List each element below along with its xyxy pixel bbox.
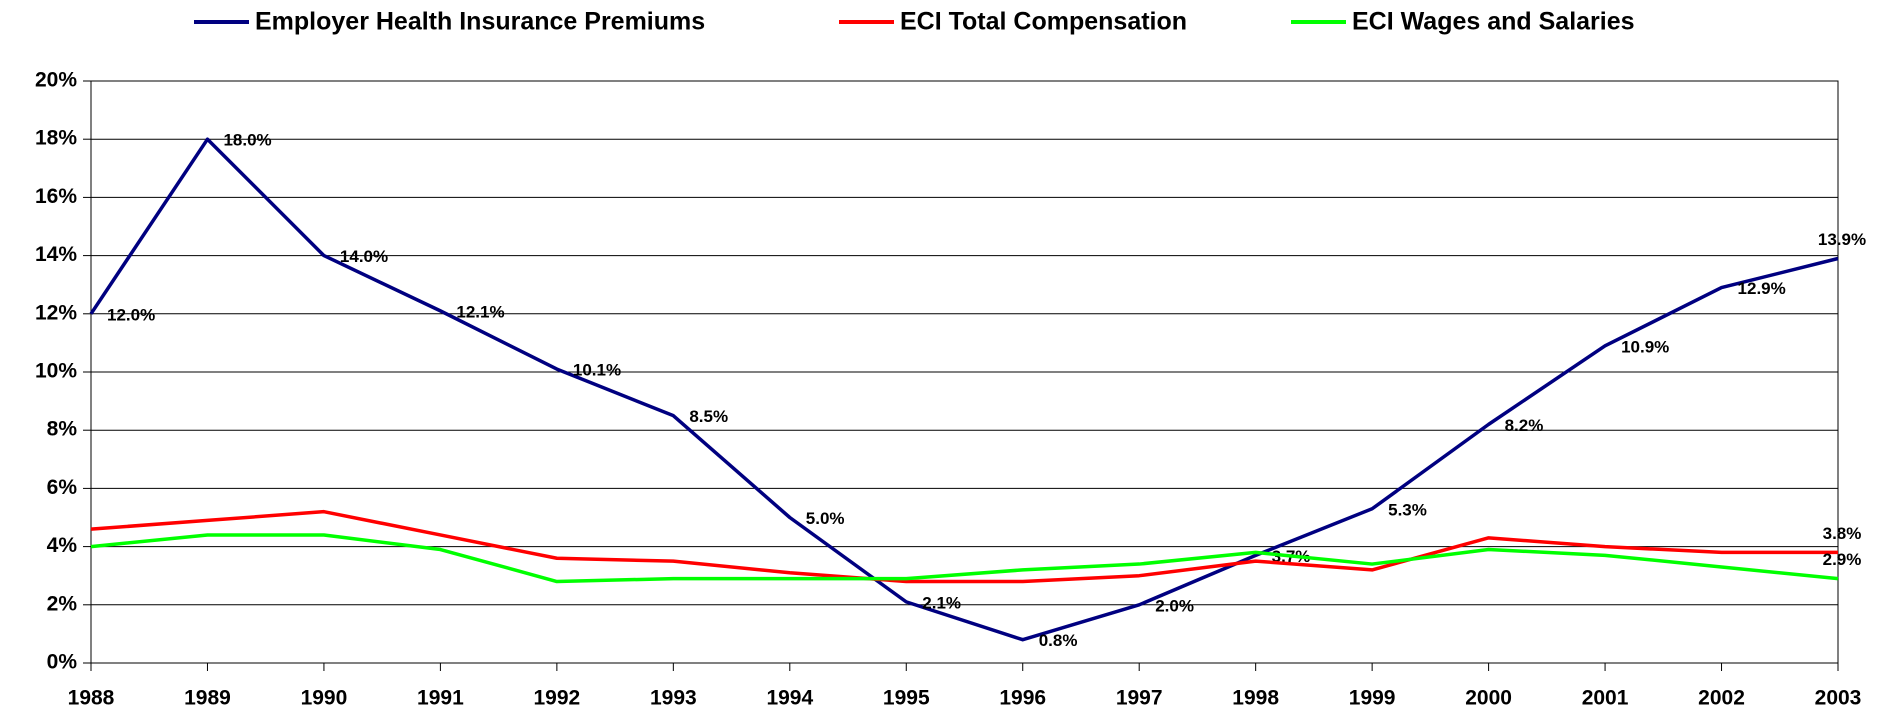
data-label: 2.9% xyxy=(1823,550,1862,569)
x-tick-label: 1988 xyxy=(68,687,115,710)
x-tick-label: 1999 xyxy=(1349,687,1396,710)
y-tick-label: 12% xyxy=(35,301,77,324)
y-tick-label: 6% xyxy=(47,476,78,499)
data-label: 8.5% xyxy=(689,407,728,426)
x-tick-label: 2000 xyxy=(1465,687,1512,710)
data-label: 2.1% xyxy=(922,593,961,612)
y-tick-label: 8% xyxy=(47,418,78,441)
data-label: 0.8% xyxy=(1039,631,1078,650)
y-tick-label: 2% xyxy=(47,592,78,615)
y-tick-label: 20% xyxy=(35,69,77,92)
y-tick-label: 18% xyxy=(35,127,77,150)
data-label: 5.3% xyxy=(1388,500,1427,519)
series-line xyxy=(89,137,1839,642)
legend-label: Employer Health Insurance Premiums xyxy=(255,8,705,36)
x-tick-label: 1992 xyxy=(534,687,581,710)
y-tick-label: 16% xyxy=(35,185,77,208)
x-tick-label: 1996 xyxy=(999,687,1046,710)
data-label: 10.9% xyxy=(1621,337,1669,356)
data-label: 8.2% xyxy=(1505,416,1544,435)
series-line xyxy=(90,533,1839,584)
data-label: 18.0% xyxy=(223,131,271,150)
data-label: 5.0% xyxy=(806,509,845,528)
data-label: 10.1% xyxy=(573,361,621,380)
x-tick-label: 1993 xyxy=(650,687,697,710)
x-tick-label: 1991 xyxy=(417,687,464,710)
y-tick-label: 4% xyxy=(47,534,78,557)
data-label: 2.0% xyxy=(1155,596,1194,615)
data-label: 12.9% xyxy=(1738,279,1786,298)
y-tick-label: 0% xyxy=(47,651,78,674)
data-label: 12.1% xyxy=(456,302,504,321)
x-tick-label: 1998 xyxy=(1232,687,1279,710)
legend-label: ECI Total Compensation xyxy=(900,8,1187,36)
data-label: 3.8% xyxy=(1823,524,1862,543)
x-tick-label: 1990 xyxy=(301,687,348,710)
x-tick-label: 1989 xyxy=(184,687,231,710)
y-tick-label: 14% xyxy=(35,243,77,266)
x-tick-label: 2002 xyxy=(1698,687,1745,710)
legend-label: ECI Wages and Salaries xyxy=(1352,8,1635,36)
y-tick-label: 10% xyxy=(35,360,77,383)
data-label: 14.0% xyxy=(340,247,388,266)
x-tick-label: 1997 xyxy=(1116,687,1163,710)
series-line xyxy=(90,509,1838,584)
x-tick-label: 1995 xyxy=(883,687,930,710)
x-tick-label: 2003 xyxy=(1815,687,1862,710)
x-tick-label: 2001 xyxy=(1582,687,1629,710)
data-label: 12.0% xyxy=(107,305,155,324)
x-tick-label: 1994 xyxy=(766,687,813,710)
data-label: 13.9% xyxy=(1818,230,1866,249)
